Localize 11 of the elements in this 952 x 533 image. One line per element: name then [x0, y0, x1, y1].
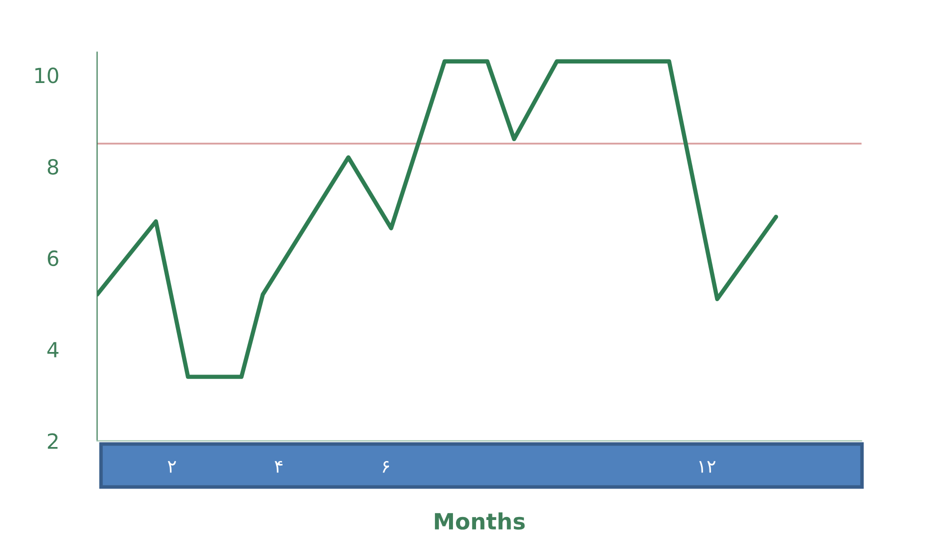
y-tick-label: 8	[48, 158, 58, 175]
y-tick-label: 10	[35, 68, 58, 84]
y-tick-label: 6	[48, 250, 58, 266]
x-tick-label: ۱۲	[699, 461, 716, 473]
line-series	[97, 59, 778, 379]
y-tick-label: 4	[47, 342, 58, 358]
x-tick-label: ۲	[168, 461, 176, 473]
x-tick-label: ۶	[382, 461, 389, 473]
x-tick-label: ۴	[274, 460, 283, 473]
x-axis-title: Months	[434, 512, 525, 530]
y-tick-label: 2	[48, 433, 58, 449]
